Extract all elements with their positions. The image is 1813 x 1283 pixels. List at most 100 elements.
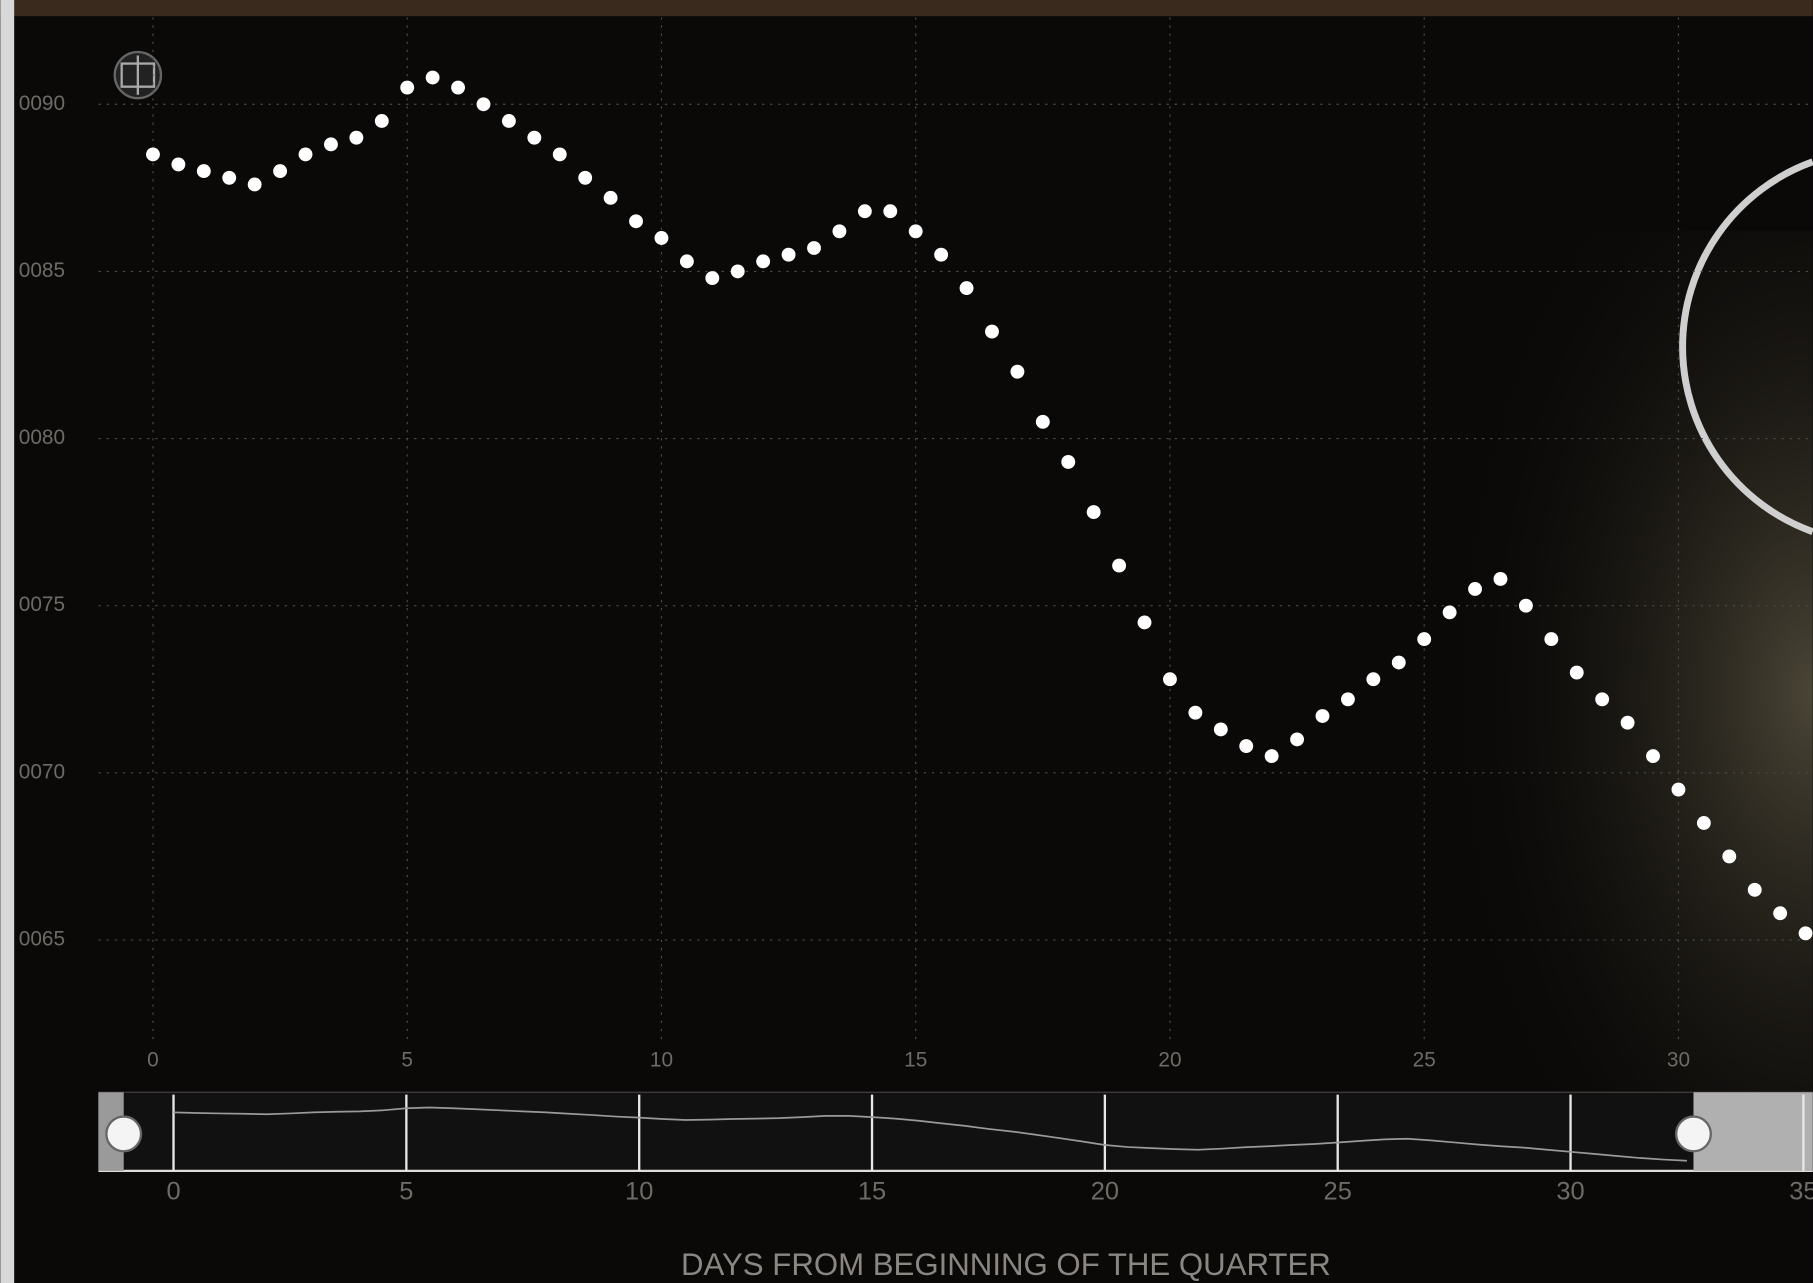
overview-tick-label: 35: [1789, 1178, 1813, 1206]
overview-tick-label: 30: [1556, 1178, 1584, 1206]
data-point: [527, 130, 542, 145]
data-point: [1137, 615, 1152, 630]
data-point: [1722, 849, 1737, 864]
y-tick-label: 0090: [19, 92, 65, 115]
data-point: [1468, 582, 1482, 596]
data-point: [654, 231, 669, 245]
data-point: [1569, 665, 1584, 680]
range-handle[interactable]: [105, 1115, 143, 1153]
data-point: [679, 254, 694, 269]
data-point: [400, 80, 415, 95]
data-point: [476, 97, 491, 112]
data-point: [1595, 692, 1610, 707]
data-point: [807, 241, 821, 255]
data-point: [730, 264, 745, 279]
data-point: [1035, 414, 1050, 429]
data-point: [1315, 709, 1330, 723]
data-point: [273, 164, 288, 179]
data-point: [629, 214, 643, 229]
overview-line: [173, 1106, 1687, 1162]
data-point: [1493, 572, 1508, 586]
overview-box: [97, 1091, 1813, 1172]
data-point: [1239, 739, 1254, 754]
data-point: [1646, 749, 1660, 764]
data-point: [425, 70, 440, 85]
overview-tick-label: 10: [625, 1178, 653, 1206]
y-tick-label: 0080: [19, 426, 65, 449]
data-point: [1264, 749, 1279, 764]
overview-tick-label: 5: [399, 1178, 413, 1206]
overview-tick-label: 25: [1324, 1178, 1352, 1206]
left-edge: [0, 0, 15, 1283]
data-point: [324, 137, 338, 152]
data-point: [501, 114, 516, 128]
overview-shade: [1693, 1092, 1813, 1171]
data-point: [1417, 632, 1432, 647]
x-tick-label: 10: [650, 1049, 673, 1072]
data-point: [349, 130, 364, 145]
data-point: [832, 224, 847, 239]
data-point: [603, 190, 618, 205]
data-point: [934, 247, 949, 262]
top-bar: [0, 0, 1813, 17]
data-point: [1442, 605, 1457, 620]
data-point: [1010, 364, 1025, 379]
data-point: [1290, 732, 1305, 747]
zoom-toggle[interactable]: [113, 50, 163, 100]
overview-tick-label: 15: [858, 1178, 886, 1206]
data-point: [1112, 558, 1127, 573]
data-point: [985, 324, 999, 339]
x-tick-label: 30: [1667, 1049, 1690, 1072]
data-point: [298, 147, 313, 162]
data-point: [1544, 632, 1559, 647]
overview-tick-label: 0: [166, 1178, 180, 1206]
data-point: [146, 147, 160, 162]
y-tick-label: 0065: [19, 927, 65, 950]
x-axis-title: DAYS FROM BEGINNING OF THE QUARTER: [681, 1247, 1331, 1282]
data-point: [705, 271, 720, 286]
y-tick-label: 0075: [19, 593, 65, 616]
data-point: [1366, 672, 1381, 687]
data-point: [857, 204, 872, 219]
data-point: [908, 224, 923, 239]
range-handle[interactable]: [1674, 1115, 1712, 1153]
y-tick-label: 0070: [19, 760, 65, 783]
data-point: [1518, 598, 1533, 613]
data-point: [1213, 722, 1228, 737]
data-point: [451, 80, 465, 95]
data-point: [374, 114, 389, 128]
x-tick-label: 15: [904, 1049, 927, 1072]
data-point: [1188, 705, 1203, 720]
x-tick-label: 0: [147, 1049, 159, 1072]
data-point: [1163, 672, 1177, 687]
data-point: [247, 177, 262, 192]
data-point: [1086, 505, 1101, 520]
data-point: [1747, 882, 1762, 897]
data-point: [552, 147, 567, 162]
x-tick-label: 25: [1413, 1049, 1436, 1072]
x-tick-label: 5: [401, 1049, 413, 1072]
data-point: [883, 204, 898, 219]
x-tick-label: 20: [1158, 1049, 1181, 1072]
data-point: [222, 170, 237, 185]
data-point: [781, 247, 796, 262]
data-point: [1061, 455, 1076, 469]
data-point: [578, 170, 593, 185]
data-point: [1620, 715, 1635, 730]
data-point: [171, 157, 186, 172]
data-point: [1391, 655, 1406, 670]
data-point: [1340, 692, 1355, 707]
data-point: [959, 281, 974, 296]
data-point: [1798, 926, 1813, 941]
data-point: [196, 164, 211, 179]
glow: [1271, 231, 1813, 1156]
data-point: [756, 254, 771, 269]
planet-edge: [1679, 158, 1813, 535]
y-tick-label: 0085: [19, 259, 65, 282]
data-point: [1671, 782, 1686, 797]
data-point: [1696, 816, 1711, 830]
data-point: [1773, 906, 1788, 921]
overview-tick-label: 20: [1091, 1178, 1119, 1206]
